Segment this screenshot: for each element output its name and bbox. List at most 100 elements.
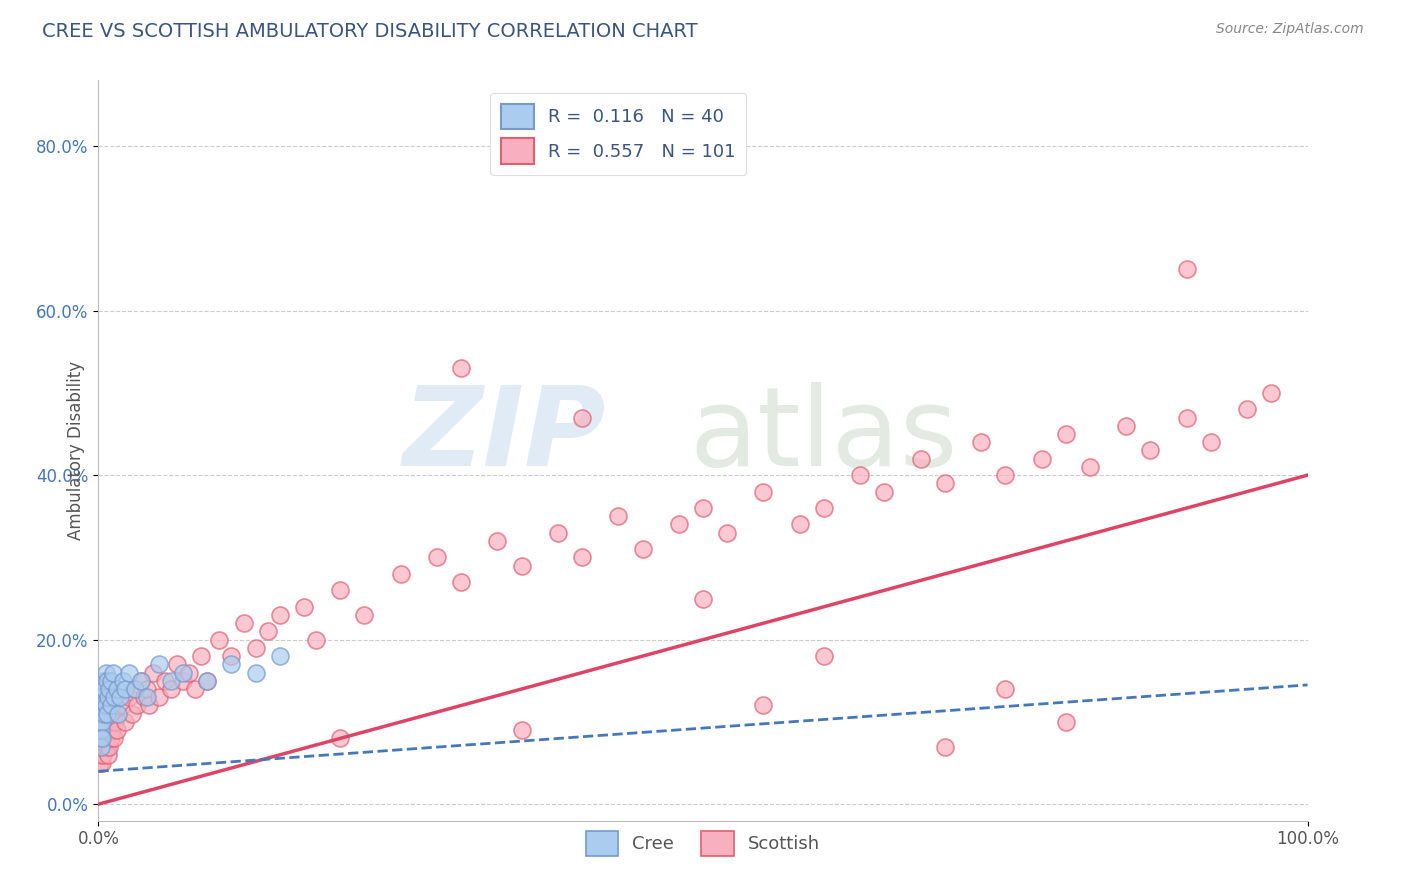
Point xyxy=(96,706,118,721)
Point xyxy=(97,723,120,738)
Point xyxy=(101,706,124,721)
Point xyxy=(134,690,156,705)
Point xyxy=(789,517,811,532)
Point xyxy=(1175,262,1198,277)
Point xyxy=(96,731,118,746)
Point xyxy=(100,731,122,746)
Point xyxy=(607,509,630,524)
Point xyxy=(124,681,146,696)
Point xyxy=(127,698,149,713)
Point xyxy=(96,673,118,688)
Point xyxy=(305,632,328,647)
Point xyxy=(90,747,112,762)
Point xyxy=(89,731,111,746)
Point xyxy=(98,681,121,696)
Point xyxy=(510,558,533,573)
Point xyxy=(571,550,593,565)
Point xyxy=(97,690,120,705)
Point xyxy=(571,410,593,425)
Point xyxy=(172,665,194,680)
Point xyxy=(195,673,218,688)
Point xyxy=(90,706,112,721)
Point xyxy=(934,476,956,491)
Point xyxy=(353,607,375,622)
Point xyxy=(124,681,146,696)
Point xyxy=(547,525,569,540)
Text: atlas: atlas xyxy=(690,382,957,489)
Point xyxy=(245,665,267,680)
Point xyxy=(269,607,291,622)
Point xyxy=(90,714,112,729)
Point xyxy=(93,723,115,738)
Point xyxy=(98,739,121,754)
Point xyxy=(91,756,114,770)
Point xyxy=(1236,402,1258,417)
Point xyxy=(121,706,143,721)
Point xyxy=(101,665,124,680)
Point xyxy=(89,714,111,729)
Point xyxy=(256,624,278,639)
Point xyxy=(93,739,115,754)
Point xyxy=(190,649,212,664)
Point xyxy=(89,739,111,754)
Point xyxy=(89,756,111,770)
Point xyxy=(148,690,170,705)
Point xyxy=(90,681,112,696)
Point xyxy=(389,566,412,581)
Point xyxy=(232,616,254,631)
Point xyxy=(89,731,111,746)
Point xyxy=(90,739,112,754)
Point xyxy=(631,542,654,557)
Point xyxy=(245,640,267,655)
Y-axis label: Ambulatory Disability: Ambulatory Disability xyxy=(66,361,84,540)
Point xyxy=(91,723,114,738)
Point xyxy=(100,698,122,713)
Point xyxy=(1115,418,1137,433)
Point xyxy=(103,731,125,746)
Point xyxy=(486,533,509,548)
Point xyxy=(692,501,714,516)
Point xyxy=(129,673,152,688)
Point xyxy=(91,714,114,729)
Point xyxy=(1078,459,1101,474)
Point xyxy=(108,690,131,705)
Point xyxy=(97,747,120,762)
Point xyxy=(93,706,115,721)
Point xyxy=(105,681,128,696)
Point xyxy=(89,747,111,762)
Point xyxy=(195,673,218,688)
Point xyxy=(426,550,449,565)
Point xyxy=(450,361,472,376)
Text: Source: ZipAtlas.com: Source: ZipAtlas.com xyxy=(1216,22,1364,37)
Point xyxy=(994,681,1017,696)
Point xyxy=(114,681,136,696)
Point xyxy=(208,632,231,647)
Point xyxy=(221,649,243,664)
Point xyxy=(93,681,115,696)
Point xyxy=(450,575,472,590)
Point xyxy=(668,517,690,532)
Point xyxy=(90,731,112,746)
Point xyxy=(160,673,183,688)
Point xyxy=(105,723,128,738)
Point xyxy=(692,591,714,606)
Point xyxy=(96,739,118,754)
Point xyxy=(100,723,122,738)
Point xyxy=(179,665,201,680)
Point xyxy=(135,690,157,705)
Text: ZIP: ZIP xyxy=(402,382,606,489)
Point xyxy=(89,698,111,713)
Point xyxy=(94,714,117,729)
Point xyxy=(89,723,111,738)
Point xyxy=(934,739,956,754)
Point xyxy=(91,739,114,754)
Point xyxy=(1139,443,1161,458)
Point xyxy=(160,681,183,696)
Point xyxy=(1054,427,1077,442)
Point xyxy=(813,501,835,516)
Point xyxy=(910,451,932,466)
Point xyxy=(90,739,112,754)
Point xyxy=(752,484,775,499)
Point xyxy=(1031,451,1053,466)
Point xyxy=(292,599,315,614)
